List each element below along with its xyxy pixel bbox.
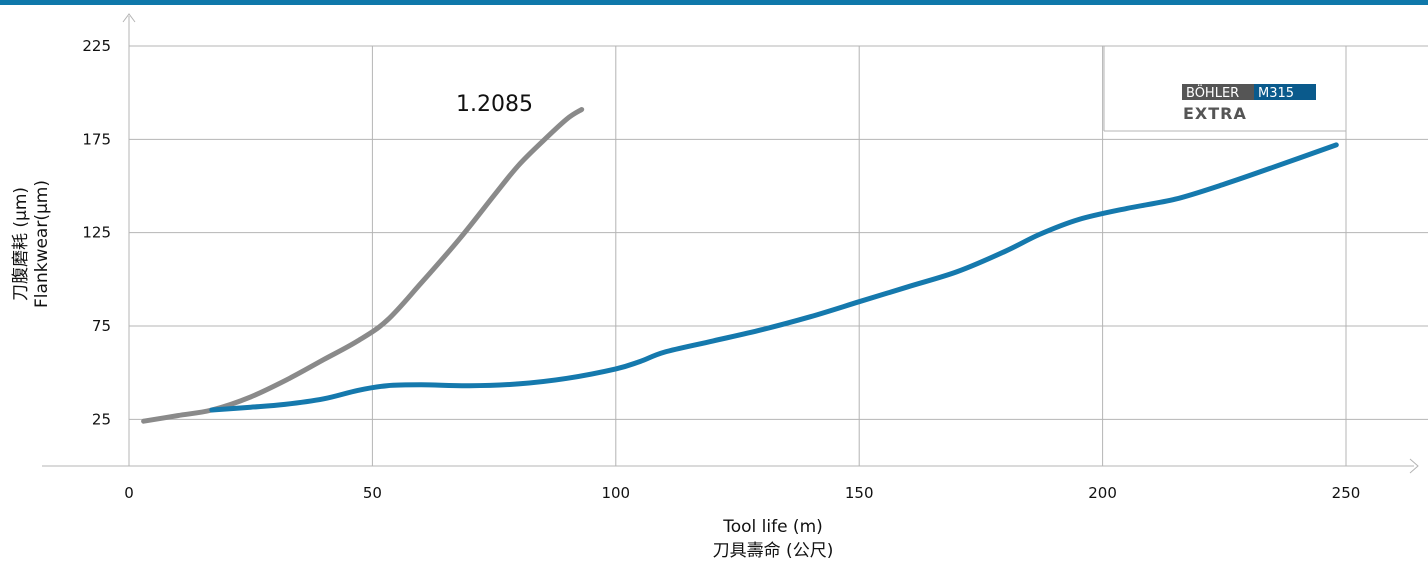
y-axis-arrow [122,13,136,23]
logo-grade-bg [1254,84,1316,100]
logo-brand-bg [1182,84,1254,100]
y-tick-label: 125 [82,224,111,242]
series-lines [141,107,1339,424]
y-tick-label: 175 [82,130,111,148]
y-tick-label: 225 [82,37,111,55]
logo-extra-text: EXTRA [1183,104,1247,123]
x-axis-title-english: Tool life (m) [722,517,823,537]
top-accent-bar [0,0,1428,5]
series-line-m315-extra [209,142,1339,413]
x-tick-label: 150 [845,484,874,502]
y-tick-labels: 25 75 125 175 225 [82,37,111,428]
x-axis-title-chinese: 刀具壽命 (公尺) [713,541,834,561]
x-tick-label: 100 [601,484,630,502]
x-tick-label: 250 [1332,484,1361,502]
legend-box [1103,45,1347,132]
logo-grade-text: M315 [1258,86,1294,101]
series-line-1-2085 [141,107,585,424]
x-tick-label: 0 [124,484,134,502]
x-axis-arrow [1409,458,1419,474]
y-axis-title-chinese: 刀腹磨耗 (µm) [11,187,31,301]
bohler-m315-extra-logo: BÖHLER M315 EXTRA [1182,84,1316,123]
y-tick-label: 25 [92,410,111,428]
y-tick-label: 75 [92,317,111,335]
x-tick-label: 50 [363,484,382,502]
x-tick-label: 200 [1088,484,1117,502]
grey-curve-label: 1.2085 [456,92,533,117]
axes [42,13,1419,474]
y-axis-title-english: Flankwear(µm) [32,180,52,308]
x-tick-labels: 0 50 100 150 200 250 [124,484,1360,502]
logo-brand-text: BÖHLER [1186,84,1239,101]
